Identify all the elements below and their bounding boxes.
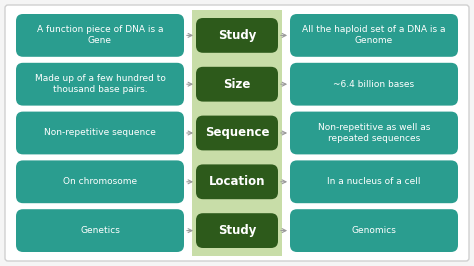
FancyBboxPatch shape — [196, 67, 278, 102]
FancyBboxPatch shape — [16, 63, 184, 106]
Text: Study: Study — [218, 224, 256, 237]
FancyBboxPatch shape — [192, 10, 282, 256]
Text: Size: Size — [223, 78, 251, 91]
Text: In a nucleus of a cell: In a nucleus of a cell — [327, 177, 421, 186]
Text: Genomics: Genomics — [352, 226, 396, 235]
FancyBboxPatch shape — [16, 160, 184, 203]
FancyBboxPatch shape — [5, 5, 469, 261]
FancyBboxPatch shape — [196, 164, 278, 199]
FancyBboxPatch shape — [196, 213, 278, 248]
FancyBboxPatch shape — [290, 112, 458, 154]
FancyBboxPatch shape — [290, 209, 458, 252]
FancyBboxPatch shape — [290, 63, 458, 106]
Text: Sequence: Sequence — [205, 127, 269, 139]
FancyBboxPatch shape — [290, 160, 458, 203]
FancyBboxPatch shape — [196, 116, 278, 150]
Text: All the haploid set of a DNA is a
Genome: All the haploid set of a DNA is a Genome — [302, 25, 446, 45]
Text: Non-repetitive sequence: Non-repetitive sequence — [44, 128, 156, 138]
Text: Location: Location — [209, 175, 265, 188]
Text: ~6.4 billion bases: ~6.4 billion bases — [333, 80, 415, 89]
Text: Study: Study — [218, 29, 256, 42]
Text: Made up of a few hundred to
thousand base pairs.: Made up of a few hundred to thousand bas… — [35, 74, 165, 94]
FancyBboxPatch shape — [290, 14, 458, 57]
Text: Non-repetitive as well as
repeated sequences: Non-repetitive as well as repeated seque… — [318, 123, 430, 143]
FancyBboxPatch shape — [16, 14, 184, 57]
Text: On chromosome: On chromosome — [63, 177, 137, 186]
FancyBboxPatch shape — [16, 209, 184, 252]
FancyBboxPatch shape — [196, 18, 278, 53]
Text: Genetics: Genetics — [80, 226, 120, 235]
Text: A function piece of DNA is a
Gene: A function piece of DNA is a Gene — [37, 25, 163, 45]
FancyBboxPatch shape — [16, 112, 184, 154]
